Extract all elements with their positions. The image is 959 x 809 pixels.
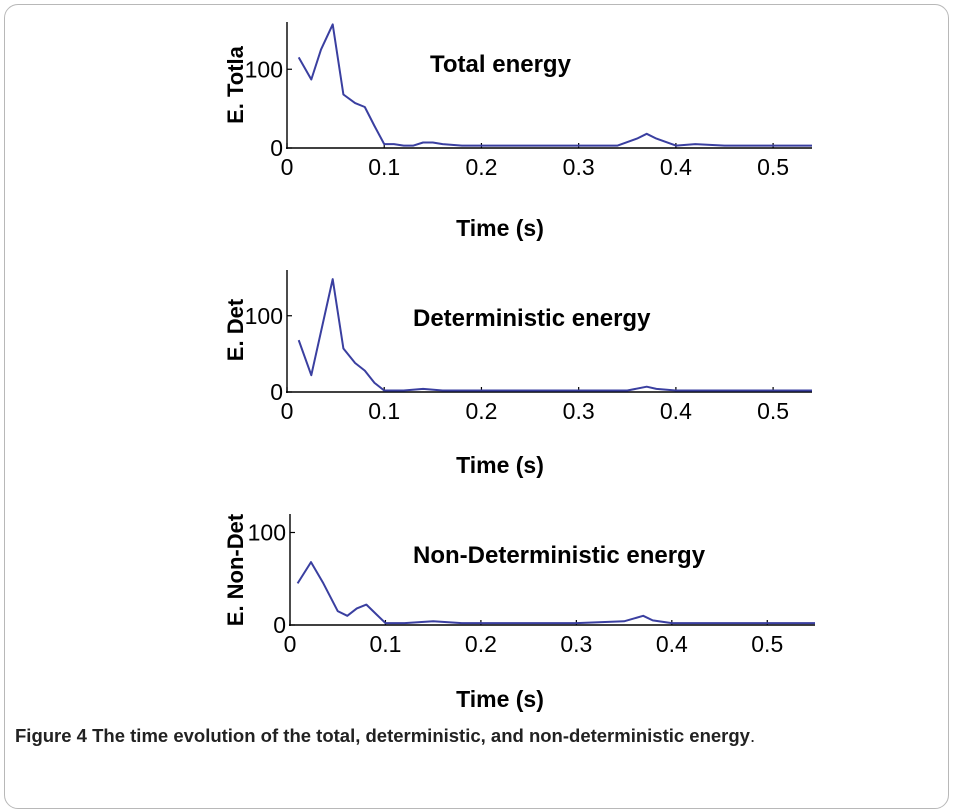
- caption-text: The time evolution of the total, determi…: [92, 725, 750, 746]
- chart2-ytick-label: 0: [270, 379, 283, 405]
- chart3-xlabel: Time (s): [456, 686, 544, 712]
- chart2-xtick-label: 0: [281, 398, 294, 424]
- chart3-title: Non-Deterministic energy: [413, 542, 706, 569]
- chart1-xtick-label: 0.3: [563, 154, 595, 180]
- chart2-xlabel: Time (s): [456, 452, 544, 478]
- chart3-xtick-label: 0.5: [751, 631, 783, 657]
- chart3-ytick-label: 0: [273, 612, 286, 638]
- chart1-xtick-label: 0.2: [465, 154, 497, 180]
- chart1-title: Total energy: [430, 51, 572, 78]
- chart2-ylabel: E. Det: [223, 298, 248, 361]
- chart3-xtick-label: 0.2: [465, 631, 497, 657]
- figure-charts: 0 0.1 0.2 0.3 0.4 0.5 0 100 Total energy Time (s)…: [223, 22, 815, 712]
- chart3-ytick-label: 100: [248, 520, 286, 546]
- chart1-xtick-label: 0.1: [368, 154, 400, 180]
- chart3-series-line: [296, 561, 815, 625]
- chart1-ytick-label: 0: [270, 135, 283, 161]
- chart2-xtick-label: 0.1: [368, 398, 400, 424]
- chart3-xtick-label: 0: [284, 631, 297, 657]
- chart1-xtick-label: 0: [281, 154, 294, 180]
- chart2-ytick-label: 100: [245, 303, 283, 329]
- chart3-xtick-label: 0.1: [369, 631, 401, 657]
- chart3-xtick-label: 0.3: [560, 631, 592, 657]
- chart2-title: Deterministic energy: [413, 305, 651, 332]
- chart2-xtick-label: 0.5: [757, 398, 789, 424]
- chart1-xtick-label: 0.4: [660, 154, 692, 180]
- chart2-series-line: [297, 278, 812, 392]
- chart1-ytick-label: 100: [245, 56, 283, 82]
- chart2-xtick-label: 0.4: [660, 398, 692, 424]
- chart1-ylabel: E. Totla: [223, 45, 248, 124]
- chart3-xtick-label: 0.4: [656, 631, 688, 657]
- chart1-series-line: [297, 23, 812, 147]
- figure-caption: Figure 4 The time evolution of the total…: [15, 725, 945, 747]
- chart3-ylabel: E. Non-Det: [223, 513, 248, 626]
- chart1-xtick-label: 0.5: [757, 154, 789, 180]
- chart2-xtick-label: 0.2: [465, 398, 497, 424]
- caption-period: .: [749, 725, 756, 746]
- caption-label: Figure 4: [15, 725, 87, 746]
- chart1-xlabel: Time (s): [456, 215, 544, 241]
- chart2-xtick-label: 0.3: [563, 398, 595, 424]
